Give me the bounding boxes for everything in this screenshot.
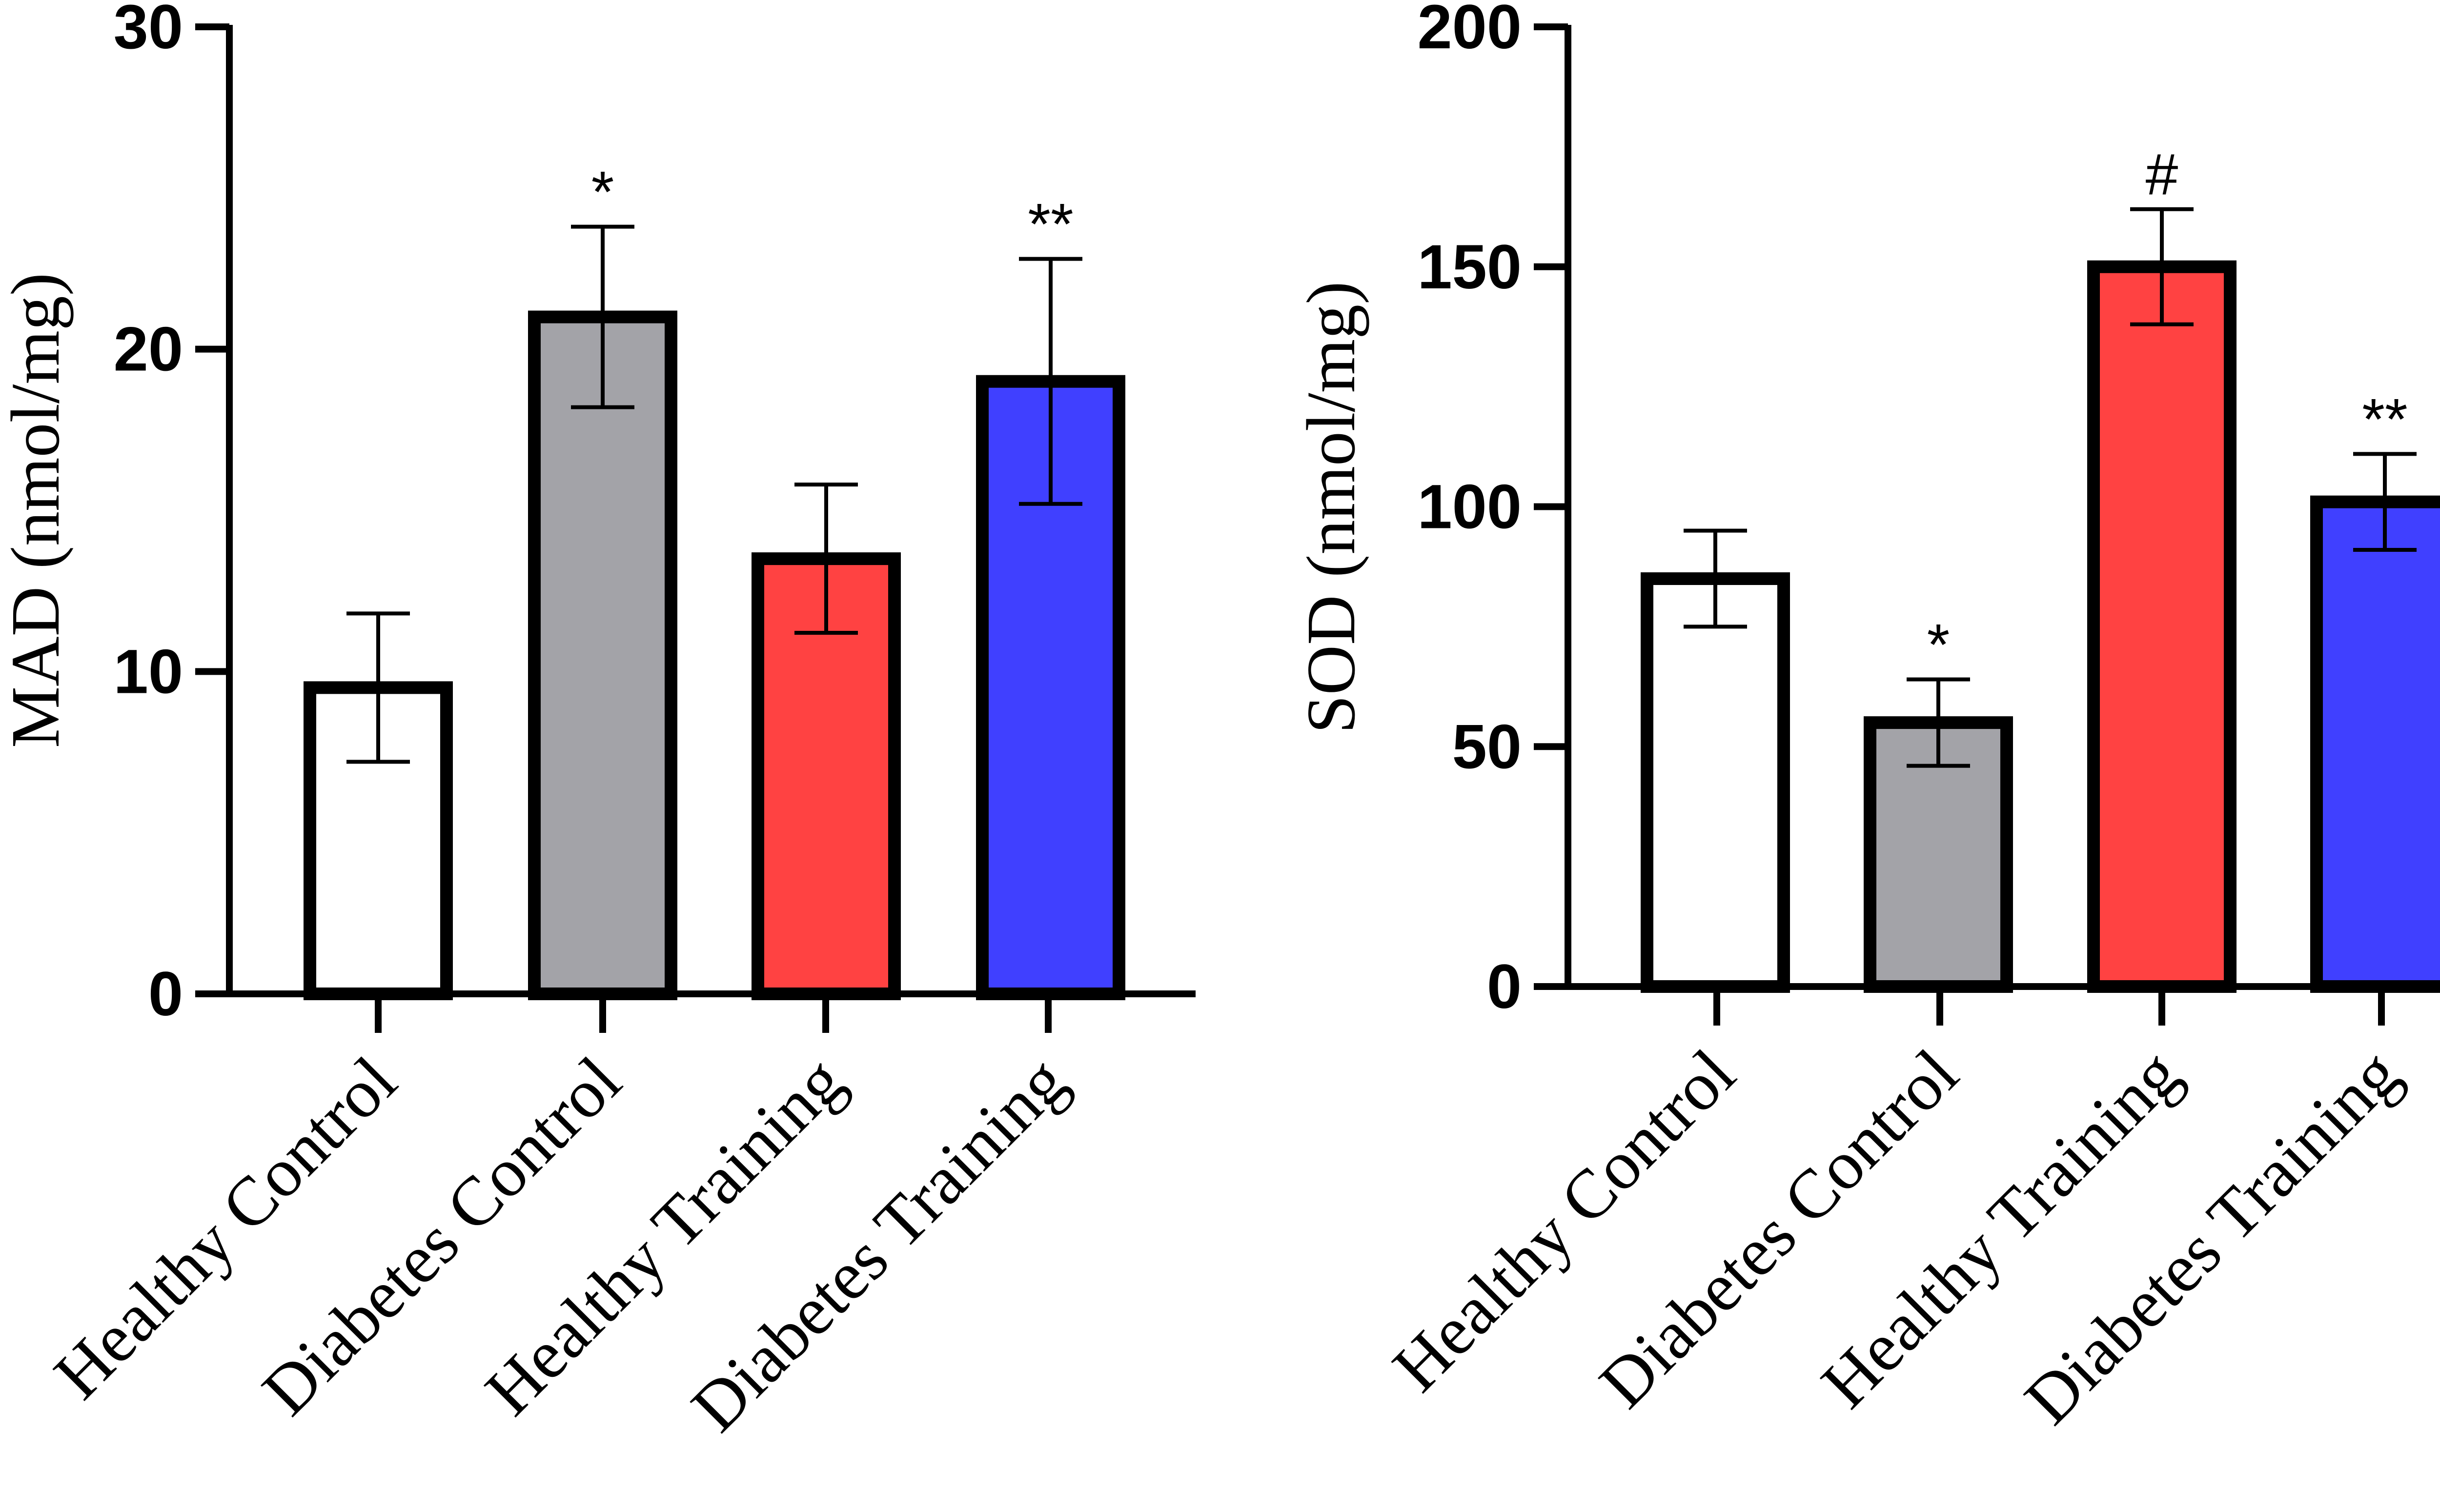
y-axis-title: SOD (nmol/mg): [1292, 282, 1369, 734]
y-tick-label-200: 200: [1417, 0, 1522, 62]
significance-marker-healthy-training: #: [2146, 142, 2178, 207]
x-tick-label-diabetes-training: Diabetes Training: [676, 1042, 1081, 1446]
y-tick-label-100: 100: [1417, 472, 1522, 542]
bar-diabetes-control: [528, 310, 677, 1000]
y-tick-label-10: 10: [114, 637, 183, 706]
bar-diabetes-training: [2310, 495, 2440, 993]
bar-healthy-training: [2087, 260, 2237, 993]
y-tick-label-20: 20: [114, 315, 183, 384]
significance-marker-diabetes-control: *: [591, 160, 614, 225]
bar-healthy-control: [1641, 572, 1790, 993]
x-tick-label-diabetes-training: Diabetes Training: [2010, 1034, 2414, 1439]
significance-marker-diabetes-control: *: [1927, 612, 1950, 678]
y-axis-title: MAD (nmol/mg): [0, 273, 74, 748]
y-tick-label-150: 150: [1417, 232, 1522, 302]
y-tick-label-30: 30: [114, 0, 183, 62]
y-tick-label-50: 50: [1452, 712, 1522, 782]
significance-marker-diabetes-training: **: [1028, 192, 1073, 257]
significance-marker-diabetes-training: **: [2362, 386, 2407, 452]
y-tick-label-0: 0: [1487, 952, 1522, 1022]
y-tick-label-0: 0: [148, 959, 183, 1029]
